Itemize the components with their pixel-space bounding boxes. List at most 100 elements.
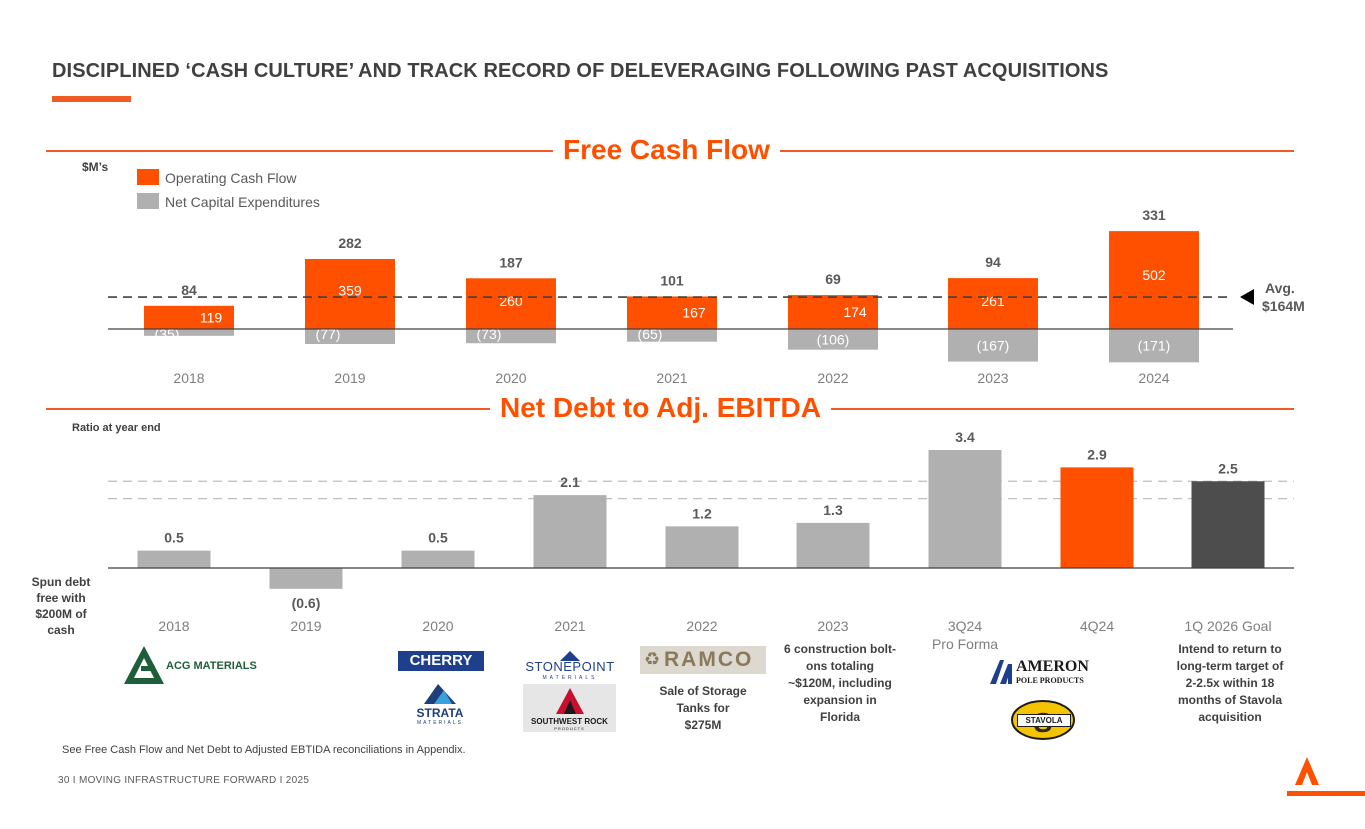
stonepoint-logo: STONEPOINT MATERIALS [524, 651, 616, 681]
fcf-operating-label: 119 [200, 309, 223, 325]
fcf-operating-label: 502 [1142, 267, 1166, 283]
southwest-rock-logo-text: SOUTHWEST ROCK [531, 717, 608, 726]
ameron-mark-icon [990, 660, 1012, 684]
fcf-total-label: 331 [1142, 207, 1166, 223]
fcf-total-label: 94 [985, 254, 1001, 270]
goal-line: long-term target of [1176, 659, 1284, 673]
debt-bar [928, 450, 1002, 568]
fcf-category-label: 2022 [817, 370, 848, 386]
fcf-total-label: 84 [181, 282, 197, 298]
debt-unit-label: Ratio at year end [72, 422, 161, 434]
southwest-rock-logo: SOUTHWEST ROCK PRODUCTS [523, 684, 616, 732]
fcf-bar-operating [948, 278, 1038, 329]
stonepoint-logo-subtext: MATERIALS [542, 675, 598, 681]
debt-chart: 0.5 2018 (0.6) 2019 0.5 2020 2.1 2021 1.2 2022 1.3… [108, 429, 1294, 652]
construction-line: Florida [819, 710, 860, 724]
debt-category-label: 3Q24 [948, 618, 982, 634]
avg-label-line1: Avg. [1265, 280, 1295, 296]
construction-line: 6 construction bolt- [784, 642, 896, 656]
debt-category-label: 2019 [290, 618, 321, 634]
debt-value-label: (0.6) [292, 595, 321, 611]
legend-swatch-capex [137, 193, 159, 209]
fcf-capex-label: (65) [638, 326, 663, 342]
ameron-logo-text: AMERON [1016, 658, 1089, 675]
debt-value-label: 2.5 [1218, 460, 1238, 476]
fcf-operating-label: 359 [338, 282, 362, 298]
debt-bar [401, 550, 475, 568]
fcf-bar-capex [788, 329, 878, 350]
fcf-capex-label: (167) [977, 337, 1010, 353]
debt-value-label: 3.4 [955, 429, 975, 445]
avg-arrow-icon [1240, 289, 1254, 305]
legend-label-capex: Net Capital Expenditures [165, 194, 320, 210]
fcf-bar-operating [144, 305, 234, 329]
goal-line: acquisition [1198, 710, 1262, 724]
cherry-logo-text: CHERRY [409, 652, 473, 669]
sale-storage-line: $275M [684, 718, 722, 732]
strata-mark-icon [424, 684, 456, 704]
construction-line: expansion in [803, 693, 877, 707]
fcf-category-label: 2021 [656, 370, 687, 386]
debt-bar [137, 550, 211, 568]
fcf-bar-operating [788, 295, 878, 329]
acg-mark-icon [124, 646, 164, 684]
stavola-logo-text: STAVOLA [1017, 714, 1071, 727]
debt-category-label: 1Q 2026 Goal [1184, 618, 1271, 634]
fcf-total-label: 101 [660, 272, 684, 288]
debt-category-label: 2018 [158, 618, 189, 634]
debt-bar [665, 526, 739, 568]
acg-logo-text: ACG MATERIALS [166, 660, 257, 672]
fcf-bar-operating [466, 278, 556, 329]
spun-debt-line: cash [47, 623, 75, 637]
debt-bar [533, 495, 607, 568]
debt-category-label: 2020 [422, 618, 453, 634]
debt-value-label: 1.2 [692, 505, 712, 521]
debt-section-title: Net Debt to Adj. EBITDA [490, 392, 831, 424]
sale-storage-note: Sale of Storage Tanks for $275M [650, 683, 756, 734]
spun-debt-line: free with [36, 591, 86, 605]
footnote: See Free Cash Flow and Net Debt to Adjus… [62, 744, 466, 756]
fcf-section-title: Free Cash Flow [553, 134, 780, 166]
fcf-operating-label: 174 [843, 304, 867, 320]
title-accent-bar [52, 96, 131, 102]
spun-debt-line: Spun debt [31, 575, 91, 589]
fcf-chart: 119(35)842018359(77)2822019260(73)187202… [108, 207, 1233, 386]
fcf-bar-capex [305, 329, 395, 345]
fcf-operating-label: 167 [682, 305, 706, 321]
debt-bar [1191, 481, 1265, 568]
goal-note: Intend to return to long-term target of … [1160, 641, 1300, 726]
fcf-total-label: 282 [338, 235, 362, 251]
fcf-capex-label: (73) [477, 326, 502, 342]
debt-bar [796, 522, 870, 568]
southwest-rock-logo-subtext: PRODUCTS [554, 726, 585, 731]
debt-value-label: 1.3 [823, 502, 843, 518]
goal-line: 2-2.5x within 18 [1185, 676, 1275, 690]
legend-swatch-operating [137, 169, 159, 185]
debt-bar [1060, 467, 1134, 568]
fcf-category-label: 2023 [977, 370, 1008, 386]
fcf-unit-label: $M’s [82, 160, 109, 174]
debt-category-label: 4Q24 [1080, 618, 1114, 634]
fcf-category-label: 2020 [495, 370, 526, 386]
strata-logo-subtext: MATERIALS [417, 720, 463, 726]
strata-logo: STRATA MATERIALS [410, 682, 470, 728]
stonepoint-mark-icon [560, 651, 580, 661]
debt-value-label: 2.1 [560, 474, 580, 490]
avg-label: Avg. $164M [1262, 279, 1305, 315]
ameron-logo: AMERON POLE PRODUCTS [990, 658, 1090, 686]
stonepoint-logo-text: STONEPOINT [525, 659, 615, 674]
fcf-capex-label: (35) [155, 326, 180, 342]
fcf-category-label: 2019 [334, 370, 365, 386]
fcf-capex-label: (77) [316, 326, 341, 342]
ramco-logo: ♻ RAMCO [640, 646, 766, 674]
fcf-capex-label: (171) [1138, 338, 1171, 354]
fcf-total-label: 187 [499, 254, 523, 270]
fcf-bar-capex [627, 329, 717, 342]
fcf-bar-capex [1109, 329, 1199, 363]
strata-logo-text: STRATA [416, 706, 464, 720]
fcf-bar-capex [466, 329, 556, 344]
southwest-rock-mark-icon [556, 688, 584, 714]
fcf-capex-label: (106) [817, 331, 850, 347]
stavola-logo: S STAVOLA [1011, 700, 1075, 740]
fcf-category-label: 2024 [1138, 370, 1169, 386]
